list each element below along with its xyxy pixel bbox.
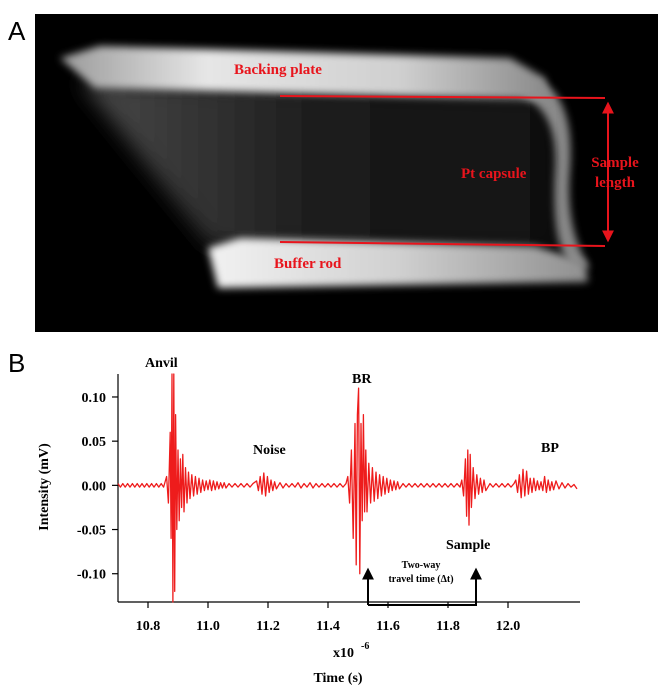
y-tick-label: 0.10 [82, 391, 107, 406]
x-multiplier-exponent: -6 [361, 641, 369, 652]
annotation: BP [541, 441, 559, 456]
y-tick-label: -0.10 [77, 568, 106, 583]
waveform [117, 373, 578, 603]
x-tick-label: 10.8 [136, 619, 161, 634]
x-tick-label: 12.0 [496, 619, 521, 634]
panel-a: A Backing plate Pt capsule Buffer rod Sa… [8, 14, 658, 332]
capsule-glow [520, 80, 590, 268]
y-tick-label: -0.05 [77, 524, 106, 539]
annotation: Pt capsule [461, 166, 527, 182]
annotation: length [595, 175, 636, 191]
y-tick-label: 0.00 [82, 479, 107, 494]
backing-plate-band [60, 46, 548, 100]
panel-b: B Intensity (mV) Time (s) x10 -6 Anvil N… [8, 348, 580, 686]
annotation: Anvil [145, 356, 178, 371]
y-axis-label: Intensity (mV) [37, 443, 52, 531]
x-tick-label: 11.4 [316, 619, 340, 634]
y-tick-label: 0.05 [82, 435, 107, 450]
top-guide [279, 95, 606, 99]
x-axis-label: Time (s) [313, 671, 362, 686]
annotation: Two-way [402, 560, 441, 571]
panel-label: A [8, 16, 26, 46]
annotation: Backing plate [234, 62, 322, 78]
x-tick-label: 11.6 [376, 619, 400, 634]
annotation: Sample [591, 155, 639, 171]
x-multiplier: x10 [333, 646, 354, 661]
bottom-guide [279, 241, 606, 247]
sample-body [80, 80, 560, 250]
annotation: travel time (Δt) [388, 574, 453, 585]
panel-label: B [8, 348, 25, 378]
annotation: Sample [446, 538, 490, 553]
x-tick-label: 11.0 [196, 619, 220, 634]
annotation: Noise [253, 443, 286, 458]
x-tick-label: 11.2 [256, 619, 280, 634]
annotation: BR [352, 372, 372, 387]
x-tick-label: 11.8 [436, 619, 460, 634]
buffer-rod-band [208, 238, 588, 288]
annotation: Buffer rod [274, 256, 342, 272]
